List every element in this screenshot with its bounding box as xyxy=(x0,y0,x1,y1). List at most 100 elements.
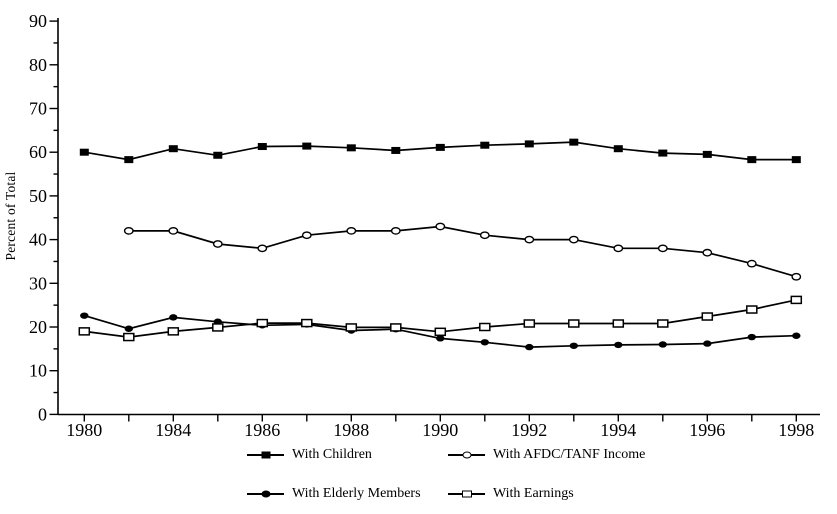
legend-sample-with-elderly-members xyxy=(247,488,284,500)
marker-with-elderly-members xyxy=(80,312,89,319)
marker-with-earnings xyxy=(746,305,758,314)
marker-with-earnings xyxy=(479,322,491,332)
marker-with-afdc-tanf-income xyxy=(301,231,312,240)
marker-with-children xyxy=(168,145,178,153)
marker-with-earnings xyxy=(301,318,313,328)
marker-with-earnings xyxy=(167,327,180,336)
y-axis: 0 10 20 30 40 50 60 70 80 90 xyxy=(29,11,59,424)
y-tick-label: 80 xyxy=(29,55,47,75)
marker-with-earnings xyxy=(523,319,536,328)
marker-with-children xyxy=(79,148,89,156)
legend-item-with-children: With Children xyxy=(247,447,372,463)
marker-with-afdc-tanf-income xyxy=(479,231,490,240)
marker-with-elderly-members xyxy=(525,343,534,351)
marker-with-elderly-members xyxy=(169,314,178,321)
x-tick-label: 1990 xyxy=(422,420,458,440)
marker-with-afdc-tanf-income xyxy=(746,259,757,268)
marker-with-earnings xyxy=(434,327,447,337)
y-tick-label: 40 xyxy=(29,230,47,250)
series-with-earnings xyxy=(78,295,803,342)
series-with-afdc-tanf-income xyxy=(123,222,802,281)
x-tick-label: 1980 xyxy=(66,420,102,440)
marker-with-earnings xyxy=(256,318,269,328)
marker-with-elderly-members xyxy=(747,333,756,341)
y-tick-label: 20 xyxy=(29,317,47,337)
legend-item-with-earnings: With Earnings xyxy=(448,486,574,502)
legend-label: With AFDC/TANF Income xyxy=(493,447,646,462)
marker-with-afdc-tanf-income xyxy=(568,235,579,244)
marker-with-earnings xyxy=(123,332,135,342)
marker-with-children xyxy=(702,150,712,158)
y-tick-label: 50 xyxy=(29,186,47,206)
marker-with-earnings xyxy=(790,295,803,305)
y-tick-label: 70 xyxy=(29,99,47,119)
marker-with-children xyxy=(213,151,223,159)
marker-with-children xyxy=(435,143,445,151)
marker-with-afdc-tanf-income xyxy=(123,226,134,235)
marker-with-children xyxy=(124,156,134,164)
marker-with-afdc-tanf-income xyxy=(435,222,446,231)
marker-with-afdc-tanf-income xyxy=(212,240,223,248)
marker-with-earnings xyxy=(701,312,714,321)
y-tick-label: 10 xyxy=(29,361,47,381)
marker-with-elderly-members xyxy=(569,342,578,349)
marker-with-afdc-tanf-income xyxy=(346,226,357,235)
x-tick-label: 1994 xyxy=(600,420,636,440)
marker-with-elderly-members xyxy=(436,335,445,342)
marker-with-afdc-tanf-income xyxy=(524,235,535,244)
marker-with-afdc-tanf-income xyxy=(791,272,802,281)
legend-sample-with-afdc-tanf-income xyxy=(448,449,485,461)
marker-with-children xyxy=(658,149,668,157)
marker-with-earnings xyxy=(212,323,224,332)
legend-item-with-elderly-members: With Elderly Members xyxy=(247,486,421,502)
y-tick-label: 0 xyxy=(38,404,47,424)
marker-with-afdc-tanf-income xyxy=(613,244,624,253)
marker-with-earnings xyxy=(345,323,358,332)
marker-with-children xyxy=(747,156,757,164)
marker-with-earnings xyxy=(612,319,625,328)
marker-with-children xyxy=(346,144,356,152)
marker-with-afdc-tanf-income xyxy=(702,248,713,257)
series-line-with-afdc-tanf-income xyxy=(128,225,797,278)
x-tick-label: 1988 xyxy=(333,420,369,440)
marker-with-elderly-members xyxy=(614,341,623,349)
filled-square-icon xyxy=(261,451,270,459)
y-tick-label: 60 xyxy=(29,142,47,162)
open-square-icon xyxy=(461,490,472,498)
x-tick-label: 1996 xyxy=(689,420,725,440)
legend-label: With Elderly Members xyxy=(292,486,421,501)
x-tick-label: 1992 xyxy=(511,420,547,440)
marker-with-earnings xyxy=(78,327,91,336)
open-circle-icon xyxy=(462,451,471,459)
marker-with-elderly-members xyxy=(124,325,133,332)
marker-with-afdc-tanf-income xyxy=(390,226,401,235)
x-tick-label: 1998 xyxy=(778,420,814,440)
legend-label: With Earnings xyxy=(493,486,574,501)
marker-with-children xyxy=(257,143,267,151)
marker-with-children xyxy=(613,145,623,153)
marker-with-children xyxy=(524,140,534,148)
marker-with-children xyxy=(480,141,490,149)
marker-with-elderly-members xyxy=(703,340,712,347)
marker-with-children xyxy=(569,138,579,146)
y-tick-label: 30 xyxy=(29,273,47,293)
y-tick-label: 90 xyxy=(29,11,47,31)
marker-with-earnings xyxy=(657,319,669,328)
marker-with-children xyxy=(791,156,801,164)
marker-with-children xyxy=(391,146,401,154)
marker-with-earnings xyxy=(568,319,580,328)
x-axis: 1980 1984 1986 1988 1990 1992 1994 1996 1998 xyxy=(58,413,820,440)
legend-sample-with-children xyxy=(247,449,284,461)
series-with-children xyxy=(79,138,801,164)
marker-with-elderly-members xyxy=(480,339,489,346)
marker-with-afdc-tanf-income xyxy=(168,226,179,235)
x-tick-label: 1984 xyxy=(155,420,191,440)
marker-with-afdc-tanf-income xyxy=(257,244,268,253)
legend-sample-with-earnings xyxy=(448,488,485,500)
marker-with-elderly-members xyxy=(792,332,801,339)
marker-with-earnings xyxy=(390,323,402,332)
marker-with-children xyxy=(302,142,312,150)
legend-item-with-afdc-tanf-income: With AFDC/TANF Income xyxy=(448,447,645,463)
